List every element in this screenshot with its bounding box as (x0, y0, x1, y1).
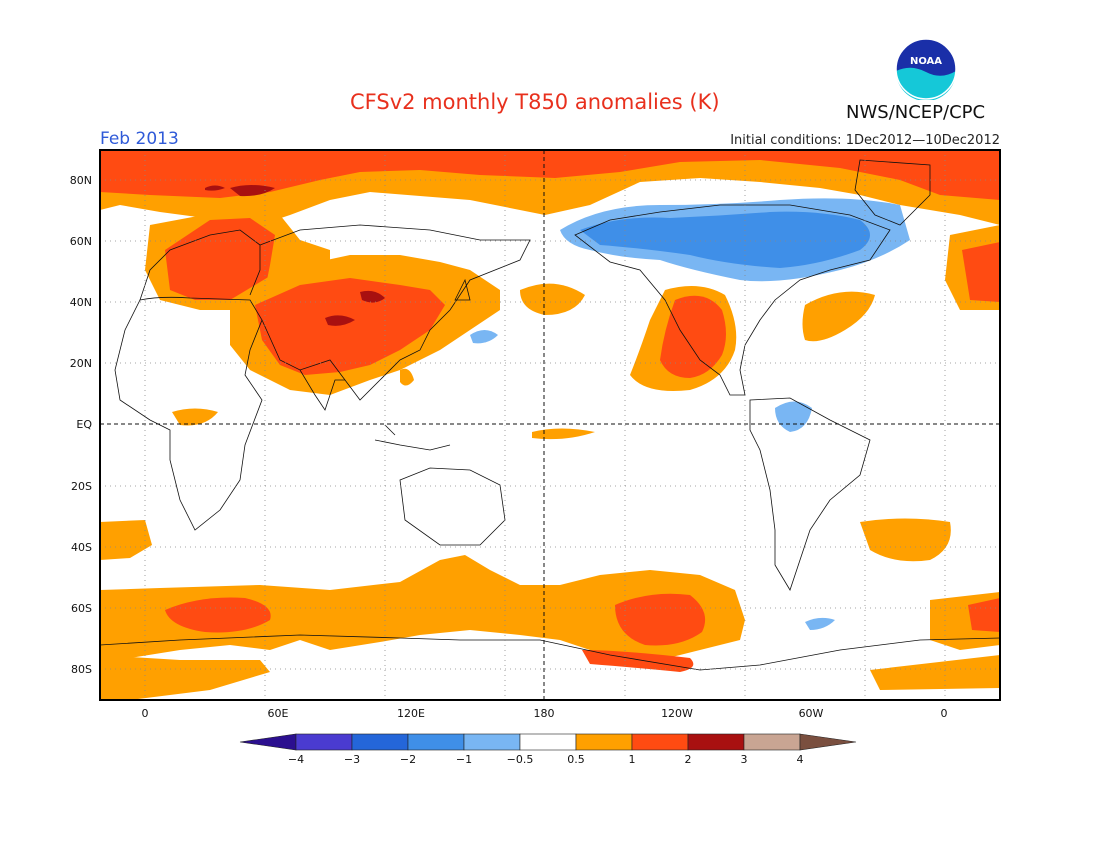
lon-tick-label: 180 (534, 707, 555, 720)
anomaly-s-america-blue (805, 617, 835, 630)
anomaly-arctic-darkred (205, 185, 275, 197)
colorbar-swatch (575, 733, 633, 751)
anomaly-se-pacific-red (968, 598, 1000, 632)
coast-asia (259, 224, 531, 401)
colorbar-swatch (743, 733, 801, 751)
lat-axis: 80N 60N 40N 20N EQ 20S 40S 60S 80S (70, 174, 93, 676)
colorbar-label: 2 (685, 753, 692, 766)
coast-greenland (854, 159, 931, 226)
colorbar-swatch (631, 733, 689, 751)
coast-japan (454, 278, 471, 301)
lon-tick-label: 120E (397, 707, 425, 720)
lat-tick-label: 40S (71, 541, 92, 554)
lon-tick-label: 0 (142, 707, 149, 720)
colorbar-label: −2 (400, 753, 416, 766)
graticule (100, 150, 1000, 700)
colorbar-swatch (687, 733, 745, 751)
anomaly-eq-pacific-orange (532, 428, 595, 440)
lon-tick-label: 0 (941, 707, 948, 720)
anomaly-southern-ocean-orange (100, 555, 745, 660)
colorbar-label: 4 (797, 753, 804, 766)
colorbar: −4 −3 −2 −1 −0.5 0.5 1 2 3 4 (239, 733, 857, 766)
anomaly-southern-ocean-red-1 (165, 597, 271, 633)
colorbar-label: −3 (344, 753, 360, 766)
coast-north-america (574, 204, 891, 396)
colorbar-label: −1 (456, 753, 472, 766)
anomaly-indochina-orange (400, 368, 414, 386)
coast-antarctica (100, 634, 1000, 671)
colorbar-label: 1 (629, 753, 636, 766)
lon-tick-label: 60W (799, 707, 824, 720)
anomaly-asia-red (255, 278, 445, 375)
lon-tick-label: 60E (268, 707, 289, 720)
colorbar-swatch (463, 733, 521, 751)
anomaly-africa-orange (172, 408, 218, 426)
initial-conditions: Initial conditions: 1Dec2012—10Dec2012 (730, 133, 1000, 148)
coast-south-america (749, 397, 871, 591)
anomaly-field (100, 150, 1000, 700)
coast-europe (139, 229, 261, 301)
colorbar-swatch (519, 733, 577, 751)
colorbar-label: −4 (288, 753, 304, 766)
lon-axis: 0 60E 120E 180 120W 60W 0 (142, 707, 948, 720)
colorbar-swatch (295, 733, 353, 751)
lon-tick-label: 120W (661, 707, 693, 720)
coast-india (299, 369, 345, 411)
anomaly-w-atlantic-orange (802, 291, 875, 342)
coast-indonesia (374, 424, 451, 451)
lat-tick-label: EQ (76, 418, 92, 431)
anomaly-npacific-orange (520, 283, 585, 315)
colorbar-label: 0.5 (567, 753, 585, 766)
colorbar-low-arrow (239, 733, 297, 751)
lat-tick-label: 80N (70, 174, 92, 187)
anomaly-canada-blue (580, 211, 870, 268)
anomaly-east-edge-red (962, 242, 1000, 302)
forecast-month: Feb 2013 (100, 129, 179, 149)
coast-africa (114, 296, 263, 531)
lat-tick-label: 20S (71, 480, 92, 493)
anomaly-west-edge-red (582, 650, 694, 672)
map-title: CFSv2 monthly T850 anomalies (K) (350, 90, 720, 114)
colorbar-swatch (351, 733, 409, 751)
anomaly-southern-ocean-red-2 (615, 593, 706, 646)
anomaly-sw-indian-orange (100, 520, 152, 560)
anomaly-s-atlantic-orange (860, 518, 951, 562)
lat-tick-label: 40N (70, 296, 92, 309)
anomaly-npacific-blue (470, 330, 498, 344)
anomaly-europe-red (165, 218, 275, 300)
anomaly-na-west-red (660, 295, 726, 378)
lat-tick-label: 60N (70, 235, 92, 248)
logo-text: NOAA (910, 56, 942, 67)
colorbar-high-arrow (799, 733, 857, 751)
agency-label: NWS/NCEP/CPC (846, 102, 986, 123)
anomaly-arctic-red (100, 150, 1000, 200)
colorbar-label: −0.5 (507, 753, 534, 766)
colorbar-swatch (407, 733, 465, 751)
anomaly-se-antarctic-orange (870, 655, 1000, 690)
colorbar-label: 3 (741, 753, 748, 766)
anomaly-asia-darkred (325, 290, 385, 326)
anomaly-antarctic-orange (100, 655, 270, 700)
map-frame (99, 149, 1001, 701)
lat-tick-label: 60S (71, 602, 92, 615)
lat-tick-label: 80S (71, 663, 92, 676)
lat-tick-label: 20N (70, 357, 92, 370)
noaa-logo: NOAA (895, 38, 957, 100)
coastlines (100, 159, 1000, 671)
